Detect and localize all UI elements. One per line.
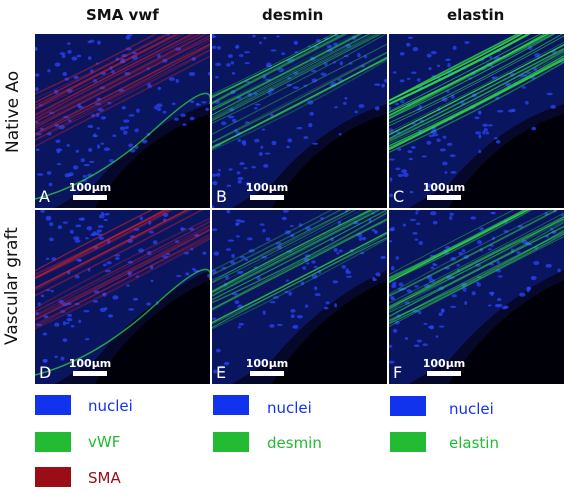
scale-bar: 100μm xyxy=(65,181,115,200)
scale-bar-label: 100μm xyxy=(68,181,112,194)
column-header-desmin: desmin xyxy=(262,6,324,24)
micrograph-image xyxy=(389,34,564,208)
scale-bar-label: 100μm xyxy=(422,357,466,370)
micrograph-panel-b: B 100μm xyxy=(212,34,387,208)
scale-bar-label: 100μm xyxy=(245,357,289,370)
scale-bar-label: 100μm xyxy=(68,357,112,370)
scale-bar: 100μm xyxy=(419,181,469,200)
column-header-elastin: elastin xyxy=(447,6,505,24)
scale-bar-line xyxy=(427,195,461,200)
micrograph-panel-a: A 100μm xyxy=(35,34,210,208)
legend-swatch-sma xyxy=(35,467,71,487)
scale-bar-line xyxy=(73,371,107,376)
legend-swatch-vwf xyxy=(35,432,71,452)
panel-letter: D xyxy=(39,363,52,382)
scale-bar-line xyxy=(427,371,461,376)
legend-label-desmin: desmin xyxy=(267,434,322,452)
scale-bar-label: 100μm xyxy=(422,181,466,194)
legend-label-sma: SMA xyxy=(88,469,121,487)
scale-bar: 100μm xyxy=(65,357,115,376)
micrograph-panel-c: C 100μm xyxy=(389,34,564,208)
legend-label-elastin: elastin xyxy=(449,434,499,452)
legend-swatch-desmin xyxy=(213,432,249,452)
legend-swatch-nuclei-2 xyxy=(213,395,249,415)
panel-letter: F xyxy=(393,363,403,382)
legend-label-nuclei-3: nuclei xyxy=(449,400,494,418)
legend-swatch-nuclei-3 xyxy=(390,396,426,416)
micrograph-image xyxy=(389,210,564,384)
scale-bar: 100μm xyxy=(242,357,292,376)
micrograph-panel-f: F 100μm xyxy=(389,210,564,384)
legend-swatch-elastin xyxy=(390,432,426,452)
micrograph-image xyxy=(212,34,387,208)
scale-bar-label: 100μm xyxy=(245,181,289,194)
panel-letter: B xyxy=(216,187,227,206)
legend-label-vwf: vWF xyxy=(88,433,121,451)
legend-label-nuclei: nuclei xyxy=(88,397,133,415)
scale-bar-line xyxy=(73,195,107,200)
scale-bar-line xyxy=(250,371,284,376)
micrograph-image xyxy=(35,34,210,208)
scale-bar: 100μm xyxy=(419,357,469,376)
column-header-sma-vwf: SMA vwf xyxy=(86,6,159,24)
scale-bar: 100μm xyxy=(242,181,292,200)
micrograph-image xyxy=(35,210,210,384)
micrograph-panel-d: D 100μm xyxy=(35,210,210,384)
micrograph-panel-e: E 100μm xyxy=(212,210,387,384)
panel-letter: E xyxy=(216,363,227,382)
legend-swatch-nuclei xyxy=(35,395,71,415)
micrograph-image xyxy=(212,210,387,384)
legend-label-nuclei-2: nuclei xyxy=(267,399,312,417)
row-label-vascular-graft: Vascular graft xyxy=(2,227,22,345)
panel-letter: A xyxy=(39,187,50,206)
row-label-native-ao: Native Ao xyxy=(3,70,23,153)
scale-bar-line xyxy=(250,195,284,200)
panel-letter: C xyxy=(393,187,405,206)
